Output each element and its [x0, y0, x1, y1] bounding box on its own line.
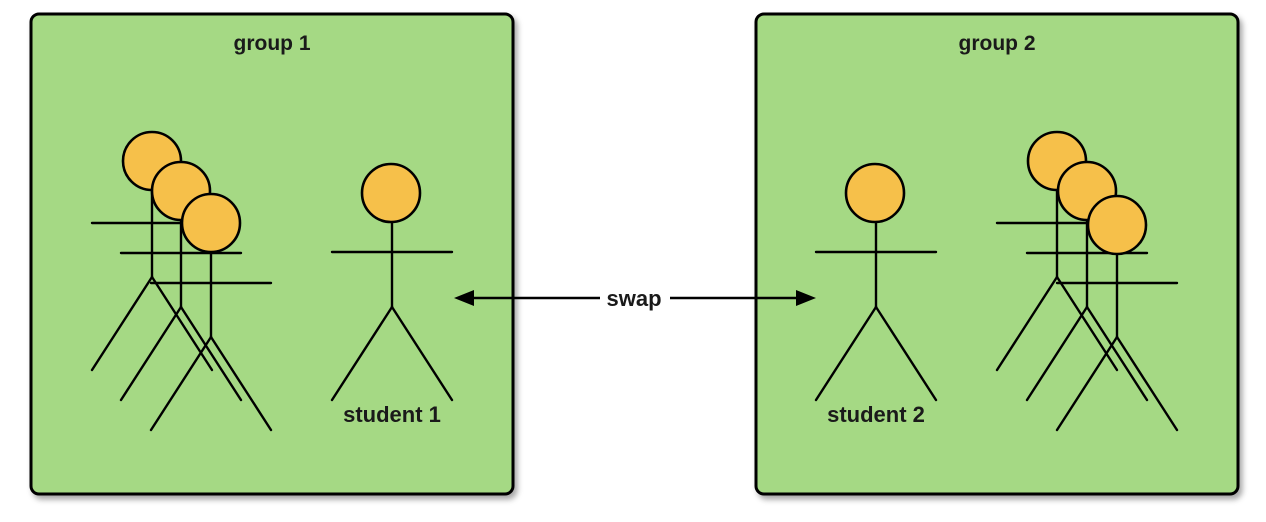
group-2-member-3-icon	[1055, 194, 1179, 432]
student-1-label: student 1	[343, 402, 441, 427]
group-1-member-3-icon	[149, 192, 273, 432]
swap-arrow-right-icon	[796, 290, 816, 306]
swap-label: swap	[606, 286, 661, 311]
group-1-title: group 1	[234, 32, 311, 55]
group-2-title: group 2	[959, 32, 1036, 55]
student-2-label: student 2	[827, 402, 925, 427]
student-1-person-icon	[330, 162, 454, 402]
swap-connector: swap	[454, 284, 816, 312]
group-2: group 2 student 2	[754, 12, 1240, 496]
swap-label-background	[600, 284, 670, 312]
swap-arrow-left-icon	[454, 290, 474, 306]
student-2-person-icon	[814, 162, 938, 402]
group-1: group 1	[29, 12, 515, 496]
group-2-box	[754, 12, 1240, 496]
